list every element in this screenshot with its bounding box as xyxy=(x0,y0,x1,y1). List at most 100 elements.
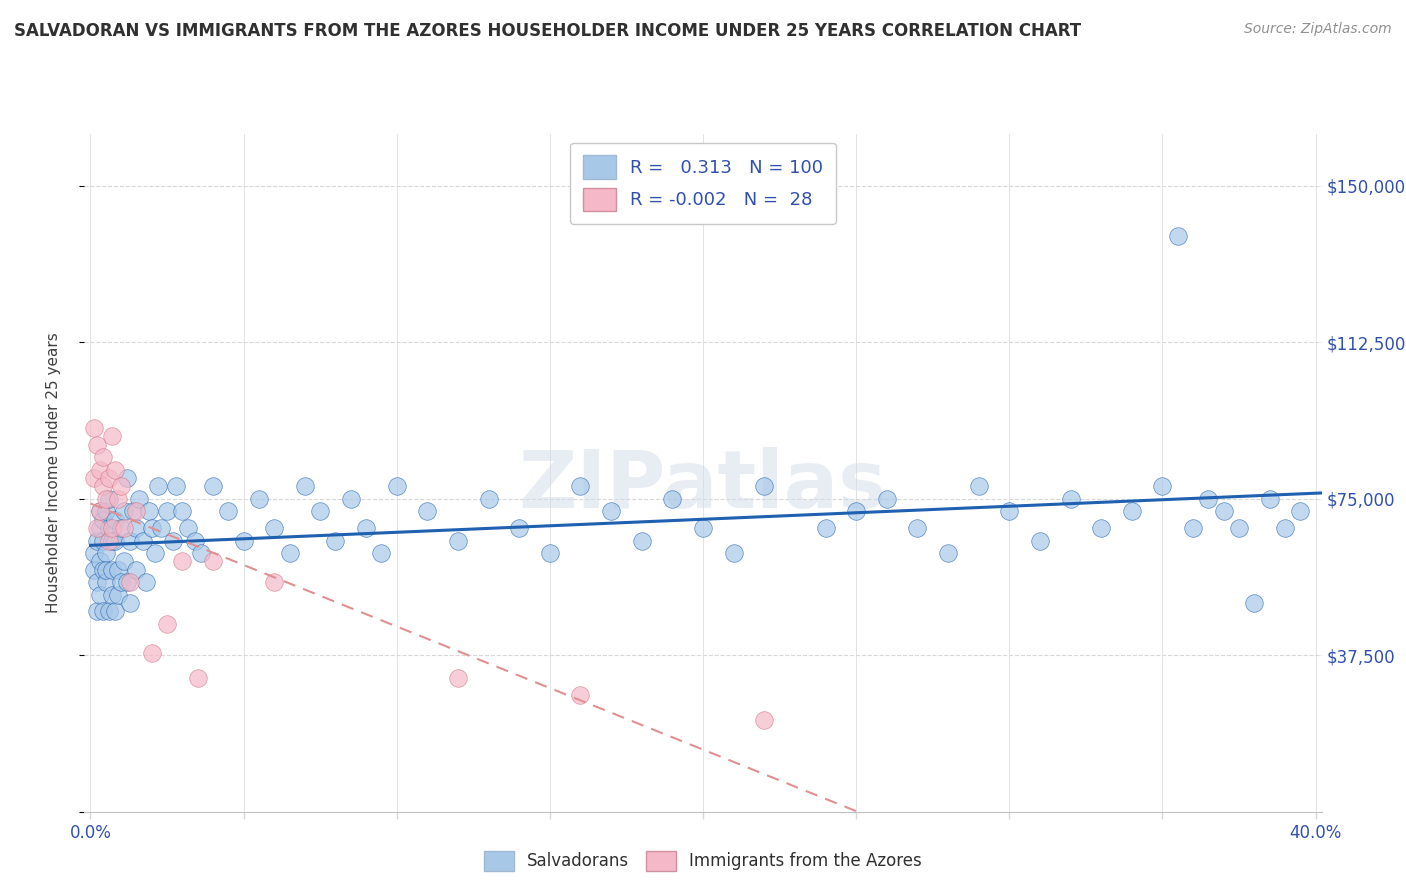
Point xyxy=(107,563,129,577)
Point xyxy=(94,563,117,577)
Point xyxy=(101,429,124,443)
Point xyxy=(115,471,138,485)
Point xyxy=(1121,504,1143,518)
Point xyxy=(97,605,120,619)
Point xyxy=(1182,521,1205,535)
Point xyxy=(91,563,114,577)
Point xyxy=(83,471,105,485)
Point xyxy=(1167,229,1189,244)
Point xyxy=(905,521,928,535)
Point xyxy=(89,462,111,476)
Point xyxy=(156,504,179,518)
Point xyxy=(936,546,959,560)
Point xyxy=(104,513,127,527)
Point xyxy=(508,521,530,535)
Point xyxy=(91,479,114,493)
Point xyxy=(172,504,194,518)
Point xyxy=(370,546,392,560)
Point xyxy=(141,521,163,535)
Point xyxy=(354,521,377,535)
Point xyxy=(83,546,105,560)
Point xyxy=(94,546,117,560)
Point xyxy=(107,491,129,506)
Point xyxy=(1212,504,1234,518)
Point xyxy=(754,479,776,493)
Point xyxy=(125,504,148,518)
Point xyxy=(83,421,105,435)
Point xyxy=(83,563,105,577)
Point xyxy=(183,533,205,548)
Point xyxy=(94,504,117,518)
Point xyxy=(385,479,408,493)
Point xyxy=(416,504,439,518)
Point xyxy=(967,479,990,493)
Point xyxy=(187,671,209,685)
Point xyxy=(104,533,127,548)
Point xyxy=(692,521,714,535)
Point xyxy=(122,504,145,518)
Point xyxy=(754,713,776,727)
Point xyxy=(165,479,187,493)
Point xyxy=(91,513,114,527)
Point xyxy=(998,504,1021,518)
Point xyxy=(97,521,120,535)
Point xyxy=(110,479,132,493)
Point xyxy=(86,521,108,535)
Point xyxy=(156,617,179,632)
Point xyxy=(97,491,120,506)
Point xyxy=(162,533,184,548)
Point xyxy=(232,533,254,548)
Point xyxy=(112,554,135,568)
Point xyxy=(131,533,153,548)
Point xyxy=(110,521,132,535)
Point xyxy=(1274,521,1296,535)
Point xyxy=(1243,596,1265,610)
Point xyxy=(89,554,111,568)
Point xyxy=(263,575,285,590)
Point xyxy=(128,491,150,506)
Point xyxy=(104,605,127,619)
Point xyxy=(478,491,501,506)
Point xyxy=(1059,491,1081,506)
Legend: Salvadorans, Immigrants from the Azores: Salvadorans, Immigrants from the Azores xyxy=(475,842,931,880)
Point xyxy=(89,504,111,518)
Point xyxy=(146,479,169,493)
Point xyxy=(1152,479,1174,493)
Text: ZIPatlas: ZIPatlas xyxy=(519,447,887,525)
Point xyxy=(86,575,108,590)
Point xyxy=(149,521,172,535)
Y-axis label: Householder Income Under 25 years: Householder Income Under 25 years xyxy=(46,333,60,613)
Point xyxy=(569,479,592,493)
Point xyxy=(1258,491,1281,506)
Point xyxy=(201,554,224,568)
Point xyxy=(876,491,898,506)
Point xyxy=(104,462,127,476)
Text: SALVADORAN VS IMMIGRANTS FROM THE AZORES HOUSEHOLDER INCOME UNDER 25 YEARS CORRE: SALVADORAN VS IMMIGRANTS FROM THE AZORES… xyxy=(14,22,1081,40)
Point xyxy=(143,546,166,560)
Point xyxy=(340,491,363,506)
Point xyxy=(447,671,470,685)
Point xyxy=(91,605,114,619)
Point xyxy=(263,521,285,535)
Point xyxy=(247,491,270,506)
Point xyxy=(661,491,683,506)
Point xyxy=(120,575,142,590)
Point xyxy=(94,491,117,506)
Point xyxy=(309,504,332,518)
Point xyxy=(86,605,108,619)
Point xyxy=(600,504,623,518)
Point xyxy=(1289,504,1312,518)
Point xyxy=(91,533,114,548)
Point xyxy=(110,575,132,590)
Text: Source: ZipAtlas.com: Source: ZipAtlas.com xyxy=(1244,22,1392,37)
Point xyxy=(91,450,114,464)
Point xyxy=(141,646,163,660)
Legend: R =   0.313   N = 100, R = -0.002   N =  28: R = 0.313 N = 100, R = -0.002 N = 28 xyxy=(571,143,835,224)
Point xyxy=(125,521,148,535)
Point xyxy=(138,504,160,518)
Point xyxy=(1090,521,1112,535)
Point xyxy=(1227,521,1250,535)
Point xyxy=(97,533,120,548)
Point xyxy=(172,554,194,568)
Point xyxy=(112,521,135,535)
